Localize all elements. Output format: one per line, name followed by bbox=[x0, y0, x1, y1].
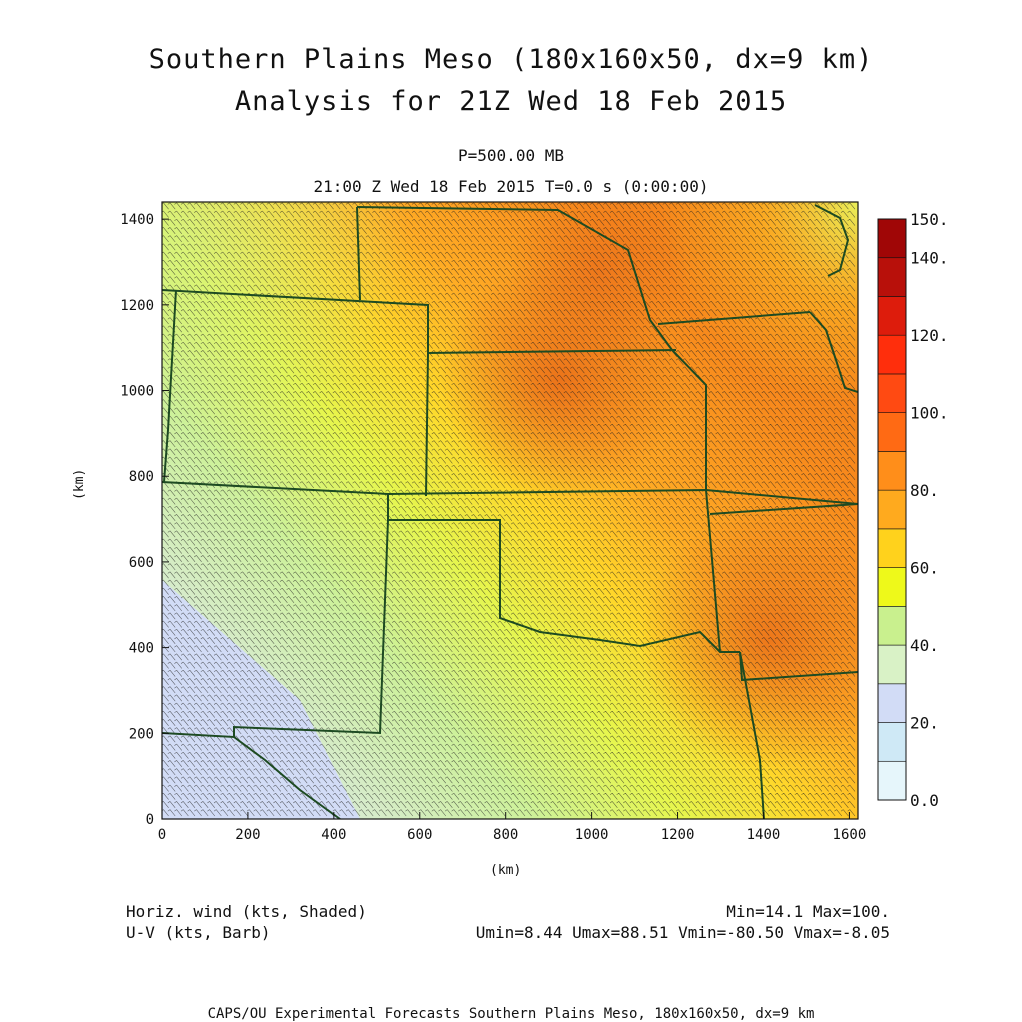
colorbar-swatch bbox=[877, 296, 907, 336]
colorbar-label: 20. bbox=[910, 714, 939, 733]
colorbar-label: 40. bbox=[910, 636, 939, 655]
colorbar-swatch bbox=[877, 606, 907, 646]
colorbar-swatch bbox=[877, 373, 907, 413]
colorbar-swatch bbox=[877, 760, 907, 801]
x-axis-label: (km) bbox=[490, 863, 522, 878]
field-min-max: Min=14.1 Max=100. bbox=[726, 902, 890, 921]
y-tick-label: 1400 bbox=[120, 212, 154, 228]
pressure-level: P=500.00 MB bbox=[458, 146, 564, 165]
colorbar-label: 100. bbox=[910, 404, 949, 423]
colorbar-swatch bbox=[877, 334, 907, 375]
y-tick-label: 200 bbox=[129, 726, 154, 742]
plot-frame bbox=[161, 201, 859, 820]
x-tick-label: 800 bbox=[493, 827, 518, 843]
colorbar-label: 0.0 bbox=[910, 791, 939, 810]
x-tick-label: 1600 bbox=[833, 827, 867, 843]
y-tick-label: 400 bbox=[129, 641, 154, 657]
x-tick-label: 1200 bbox=[661, 827, 695, 843]
y-tick-label: 1000 bbox=[120, 384, 154, 400]
colorbar-label: 150. bbox=[910, 210, 949, 229]
valid-time: 21:00 Z Wed 18 Feb 2015 T=0.0 s (0:00:00… bbox=[313, 177, 709, 196]
wind-speed-shading bbox=[162, 202, 858, 819]
axes: 0 200 400 600 800 1000 1200 1400 1600 0 200 400 600 8… bbox=[120, 212, 866, 843]
colorbar-swatch bbox=[877, 489, 907, 530]
colorbar-swatch bbox=[877, 257, 907, 297]
barb-glyphs bbox=[162, 202, 856, 817]
x-tick-label: 1400 bbox=[747, 827, 781, 843]
barb-field-label: U-V (kts, Barb) bbox=[126, 923, 271, 942]
uv-min-max: Umin=8.44 Umax=88.51 Vmin=-80.50 Vmax=-8… bbox=[475, 923, 890, 942]
y-axis-label: (km) bbox=[72, 468, 87, 500]
colorbar-label: 80. bbox=[910, 481, 939, 500]
colorbar-swatch bbox=[877, 644, 907, 685]
colorbar-swatch bbox=[877, 218, 907, 259]
y-tick-label: 600 bbox=[129, 555, 154, 571]
colorbar-label: 60. bbox=[910, 559, 939, 578]
shaded-field-label: Horiz. wind (kts, Shaded) bbox=[126, 902, 367, 921]
colorbar-swatch bbox=[877, 683, 907, 723]
colorbar-label: 140. bbox=[910, 249, 949, 268]
x-tick-label: 0 bbox=[158, 827, 166, 843]
colorbar-swatch bbox=[877, 451, 907, 491]
y-tick-label: 1200 bbox=[120, 298, 154, 314]
colorbar-swatch bbox=[877, 528, 907, 568]
colorbar: 0.0 20. 40. 60. 80. 100. 120. 140. 150. bbox=[877, 210, 949, 810]
chart-title-line-2: Analysis for 21Z Wed 18 Feb 2015 bbox=[234, 86, 788, 117]
colorbar-frame bbox=[877, 218, 907, 801]
x-tick-label: 1000 bbox=[575, 827, 609, 843]
chart-title-line-1: Southern Plains Meso (180x160x50, dx=9 k… bbox=[148, 44, 874, 75]
x-tick-label: 400 bbox=[321, 827, 346, 843]
colorbar-swatch bbox=[877, 722, 907, 762]
x-tick-label: 600 bbox=[407, 827, 432, 843]
x-tick-label: 200 bbox=[235, 827, 260, 843]
state-borders bbox=[162, 204, 858, 819]
wind-barbs bbox=[162, 202, 856, 817]
colorbar-label: 120. bbox=[910, 326, 949, 345]
colorbar-swatch bbox=[877, 567, 907, 607]
y-tick-label: 0 bbox=[146, 812, 154, 828]
footer-credit: CAPS/OU Experimental Forecasts Southern … bbox=[207, 1006, 815, 1022]
y-tick-label: 800 bbox=[129, 469, 154, 485]
colorbar-swatch bbox=[877, 412, 907, 452]
